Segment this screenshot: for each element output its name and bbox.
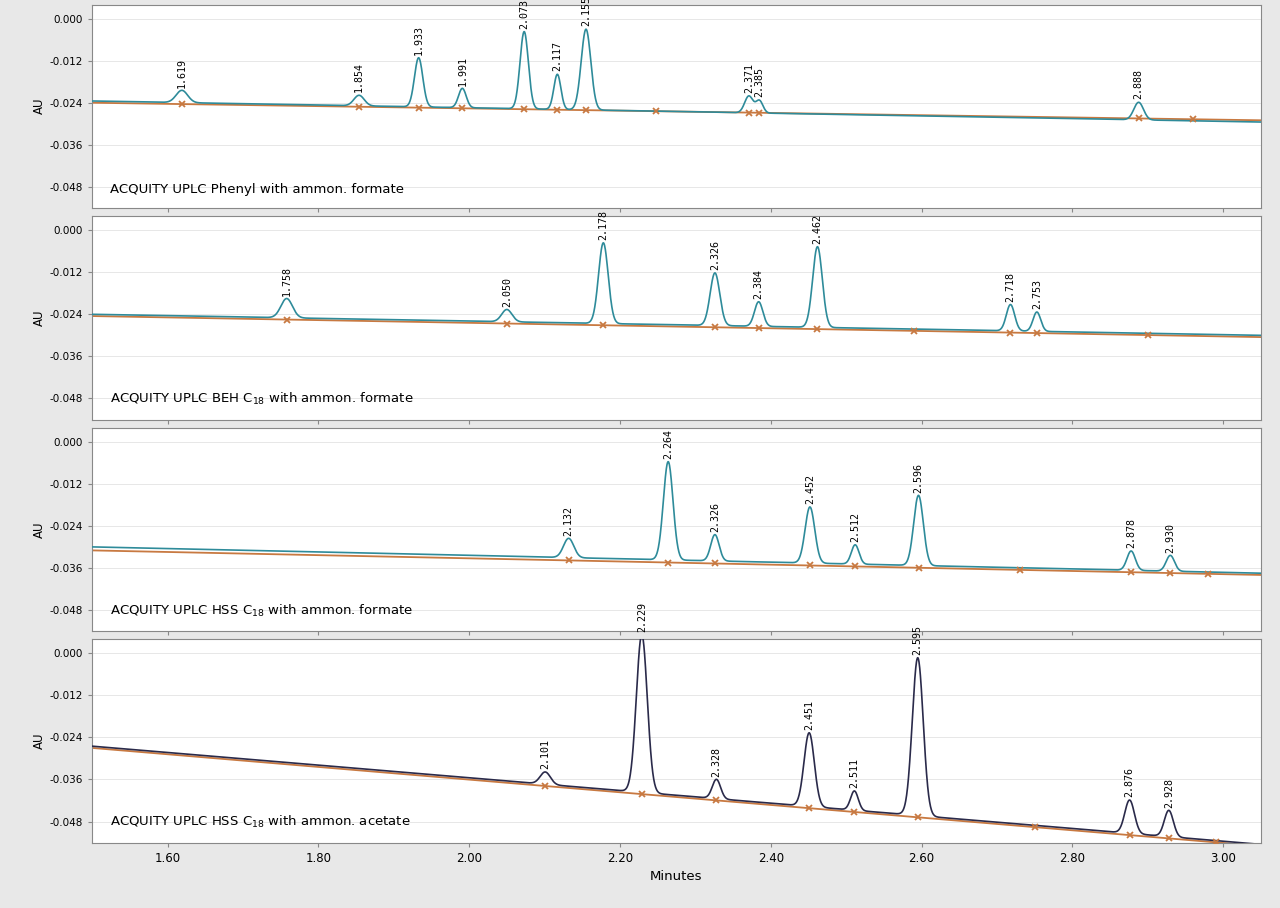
Text: 2.178: 2.178	[598, 210, 608, 240]
X-axis label: Minutes: Minutes	[650, 870, 703, 883]
Text: 2.050: 2.050	[502, 277, 512, 307]
Text: 2.452: 2.452	[805, 474, 815, 504]
Text: 1.854: 1.854	[355, 63, 364, 93]
Text: 2.888: 2.888	[1134, 70, 1143, 100]
Text: 1.933: 1.933	[413, 25, 424, 55]
Text: ACQUITY UPLC Phenyl with ammon. formate: ACQUITY UPLC Phenyl with ammon. formate	[110, 183, 403, 196]
Text: 1.991: 1.991	[457, 55, 467, 85]
Text: 2.512: 2.512	[850, 512, 860, 542]
Text: 1.758: 1.758	[282, 266, 292, 296]
Text: 2.132: 2.132	[563, 506, 573, 536]
Text: 2.876: 2.876	[1125, 767, 1134, 797]
Y-axis label: AU: AU	[32, 521, 46, 538]
Text: 2.328: 2.328	[712, 746, 722, 776]
Text: 2.451: 2.451	[804, 700, 814, 730]
Text: 2.155: 2.155	[581, 0, 591, 26]
Text: 2.462: 2.462	[813, 214, 823, 244]
Text: 2.930: 2.930	[1165, 523, 1175, 553]
Text: 2.753: 2.753	[1032, 280, 1042, 310]
Text: 2.718: 2.718	[1006, 271, 1015, 301]
Text: 2.326: 2.326	[710, 240, 719, 270]
Text: 2.595: 2.595	[913, 625, 923, 655]
Text: 2.073: 2.073	[520, 0, 529, 29]
Text: 2.596: 2.596	[914, 462, 923, 492]
Text: 2.511: 2.511	[850, 758, 859, 788]
Text: 2.101: 2.101	[540, 739, 550, 769]
Text: ACQUITY UPLC HSS C$_{18}$ with ammon. formate: ACQUITY UPLC HSS C$_{18}$ with ammon. fo…	[110, 603, 412, 619]
Text: 2.326: 2.326	[710, 502, 719, 532]
Text: 2.385: 2.385	[754, 67, 764, 97]
Text: 2.384: 2.384	[754, 269, 764, 299]
Text: 2.928: 2.928	[1164, 777, 1174, 807]
Text: 2.878: 2.878	[1126, 518, 1137, 548]
Y-axis label: AU: AU	[32, 310, 46, 326]
Text: 1.619: 1.619	[177, 57, 187, 87]
Text: 2.264: 2.264	[663, 429, 673, 459]
Y-axis label: AU: AU	[32, 98, 46, 114]
Text: ACQUITY UPLC BEH C$_{18}$ with ammon. formate: ACQUITY UPLC BEH C$_{18}$ with ammon. fo…	[110, 391, 413, 408]
Text: 2.117: 2.117	[553, 42, 562, 72]
Y-axis label: AU: AU	[32, 733, 46, 749]
Text: 2.229: 2.229	[636, 602, 646, 632]
Text: ACQUITY UPLC HSS C$_{18}$ with ammon. acetate: ACQUITY UPLC HSS C$_{18}$ with ammon. ac…	[110, 814, 410, 831]
Text: 2.371: 2.371	[744, 63, 754, 93]
